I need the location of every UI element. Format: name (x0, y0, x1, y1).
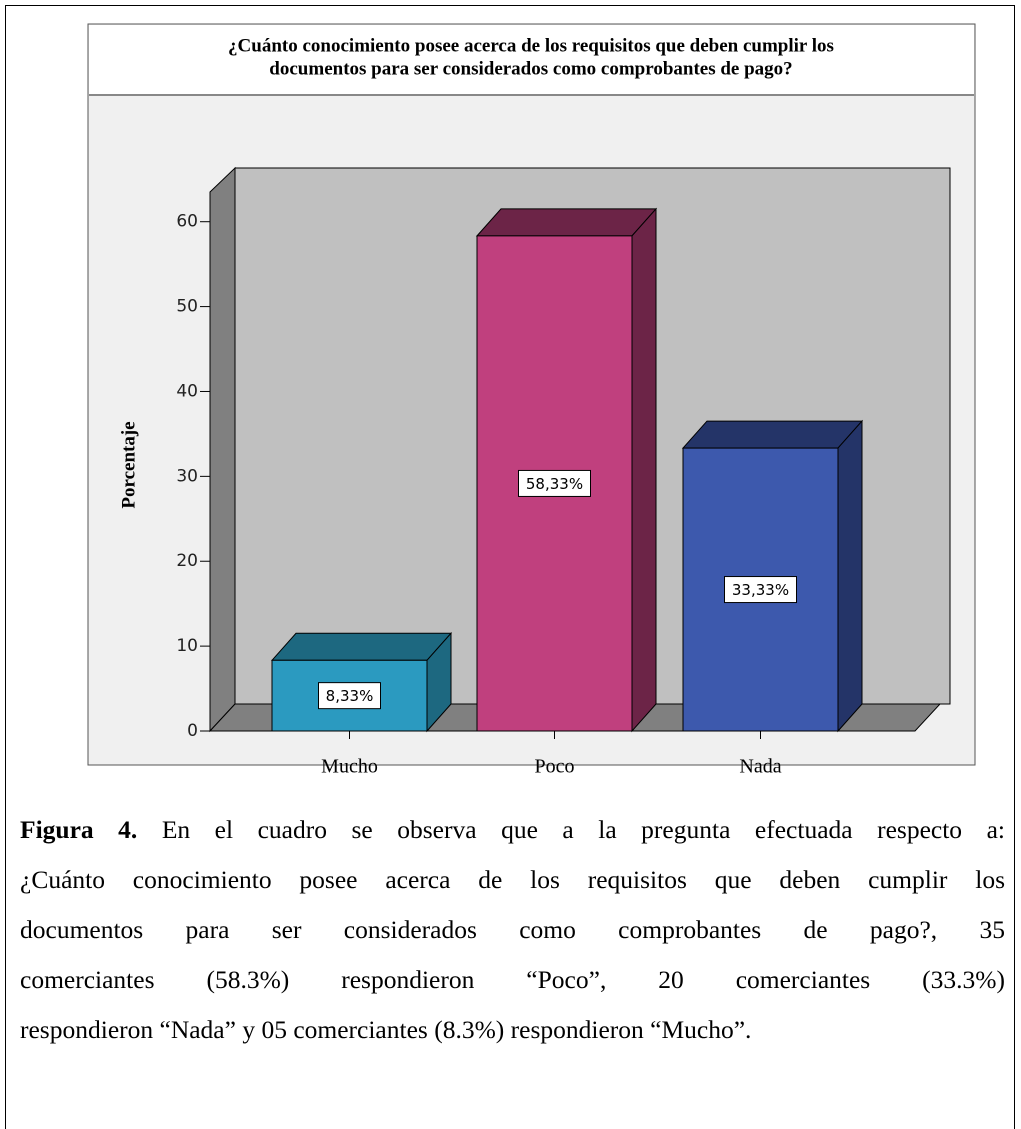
bar-top (475, 208, 658, 237)
caption-line: respondieron “Nada” y 05 comerciantes (8… (20, 1015, 752, 1044)
value-label: 8,33% (326, 687, 374, 705)
value-label: 33,33% (732, 581, 789, 599)
y-tick-label: 40 (176, 381, 198, 401)
y-tick-label: 20 (176, 551, 198, 571)
x-tick-label: Nada (739, 756, 781, 778)
bar-top (681, 420, 864, 449)
value-label-box (518, 469, 591, 497)
caption-label: Figura 4. (20, 815, 138, 844)
left-wall (209, 166, 236, 733)
caption-line: comerciantes (58.3%) respondieron “Poco”… (20, 965, 1005, 994)
caption-line: ¿Cuánto conocimiento posee acerca de los… (20, 865, 1005, 894)
caption-text: En el cuadro se observa que a la pregunt… (137, 815, 1005, 844)
value-label: 58,33% (526, 475, 583, 493)
caption: Figura 4. En el cuadro se observa que a … (20, 805, 1005, 1055)
y-tick-label: 0 (187, 721, 198, 741)
y-tick-label: 30 (176, 466, 198, 486)
caption-line: Figura 4. En el cuadro se observa que a … (20, 805, 1005, 855)
x-tick-label: Poco (535, 756, 575, 778)
bar-side (837, 419, 863, 733)
y-tick-label: 50 (176, 297, 198, 317)
bar-top (270, 632, 453, 661)
bar-side (631, 207, 657, 733)
x-tick-label: Mucho (321, 756, 378, 778)
y-tick-label: 60 (176, 212, 198, 232)
chart-title: documentos para ser considerados como co… (269, 58, 792, 79)
chart: ¿Cuánto conocimiento posee acerca de los… (87, 23, 976, 778)
y-axis-title: Porcentaje (118, 421, 139, 508)
value-label-box (724, 576, 797, 604)
title-area (89, 25, 974, 95)
caption-line: documentos para ser considerados como co… (20, 915, 1005, 944)
value-label-box (318, 682, 381, 710)
y-tick-label: 10 (176, 636, 198, 656)
chart-title: ¿Cuánto conocimiento posee acerca de los… (228, 35, 834, 56)
page (5, 5, 1015, 1129)
